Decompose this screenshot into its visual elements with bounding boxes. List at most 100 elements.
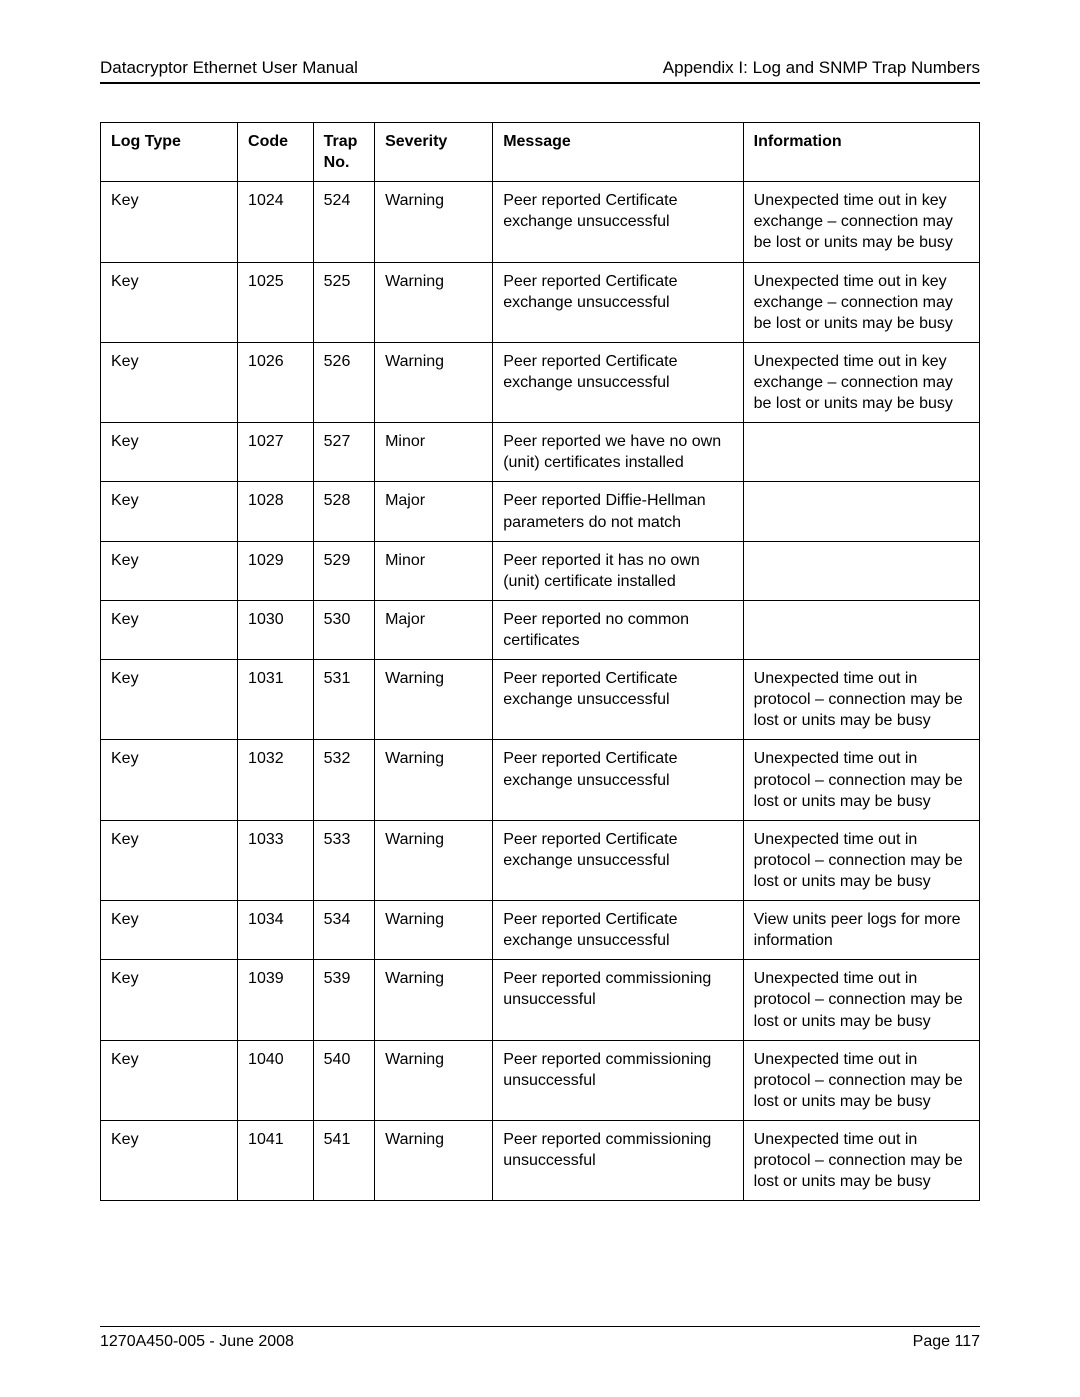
- table-cell: 530: [313, 600, 374, 659]
- table-cell: Peer reported Certificate exchange unsuc…: [493, 342, 743, 422]
- table-cell: Warning: [375, 740, 493, 820]
- table-cell: Peer reported we have no own (unit) cert…: [493, 423, 743, 482]
- table-cell: Key: [101, 600, 238, 659]
- table-row: Key1024524WarningPeer reported Certifica…: [101, 182, 980, 262]
- table-row: Key1033533WarningPeer reported Certifica…: [101, 820, 980, 900]
- table-cell: Key: [101, 1120, 238, 1200]
- table-header-row: Log Type Code Trap No. Severity Message …: [101, 123, 980, 182]
- table-cell: 526: [313, 342, 374, 422]
- table-cell: 1026: [238, 342, 314, 422]
- table-cell: [743, 423, 979, 482]
- table-cell: Peer reported Certificate exchange unsuc…: [493, 820, 743, 900]
- table-cell: Warning: [375, 342, 493, 422]
- col-code: Code: [238, 123, 314, 182]
- table-cell: 541: [313, 1120, 374, 1200]
- table-cell: 1025: [238, 262, 314, 342]
- table-cell: Key: [101, 182, 238, 262]
- table-cell: Unexpected time out in key exchange – co…: [743, 262, 979, 342]
- table-cell: 1041: [238, 1120, 314, 1200]
- table-cell: Peer reported commissioning unsuccessful: [493, 1040, 743, 1120]
- table-cell: Major: [375, 600, 493, 659]
- table-row: Key1034534WarningPeer reported Certifica…: [101, 901, 980, 960]
- table-cell: 534: [313, 901, 374, 960]
- table-cell: Minor: [375, 541, 493, 600]
- table-cell: 528: [313, 482, 374, 541]
- table-cell: Warning: [375, 820, 493, 900]
- col-message: Message: [493, 123, 743, 182]
- table-cell: Warning: [375, 262, 493, 342]
- table-cell: Peer reported commissioning unsuccessful: [493, 1120, 743, 1200]
- table-cell: 1027: [238, 423, 314, 482]
- table-cell: Unexpected time out in key exchange – co…: [743, 342, 979, 422]
- page-header: Datacryptor Ethernet User Manual Appendi…: [100, 58, 980, 84]
- table-row: Key1032532WarningPeer reported Certifica…: [101, 740, 980, 820]
- table-cell: [743, 541, 979, 600]
- table-cell: 1034: [238, 901, 314, 960]
- table-cell: Key: [101, 740, 238, 820]
- table-cell: Key: [101, 960, 238, 1040]
- table-cell: 524: [313, 182, 374, 262]
- table-cell: Peer reported it has no own (unit) certi…: [493, 541, 743, 600]
- table-cell: Minor: [375, 423, 493, 482]
- table-cell: Major: [375, 482, 493, 541]
- page-footer: 1270A450-005 - June 2008 Page 117: [100, 1326, 980, 1351]
- table-cell: 1024: [238, 182, 314, 262]
- col-logtype: Log Type: [101, 123, 238, 182]
- table-cell: Peer reported Certificate exchange unsuc…: [493, 660, 743, 740]
- table-row: Key1029529MinorPeer reported it has no o…: [101, 541, 980, 600]
- col-severity: Severity: [375, 123, 493, 182]
- table-cell: 1031: [238, 660, 314, 740]
- table-row: Key1026526WarningPeer reported Certifica…: [101, 342, 980, 422]
- table-row: Key1031531WarningPeer reported Certifica…: [101, 660, 980, 740]
- table-cell: Unexpected time out in key exchange – co…: [743, 182, 979, 262]
- table-cell: Warning: [375, 960, 493, 1040]
- table-cell: Unexpected time out in protocol – connec…: [743, 820, 979, 900]
- table-cell: Warning: [375, 182, 493, 262]
- table-cell: 525: [313, 262, 374, 342]
- table-row: Key1040540WarningPeer reported commissio…: [101, 1040, 980, 1120]
- table-cell: 1030: [238, 600, 314, 659]
- table-cell: Unexpected time out in protocol – connec…: [743, 960, 979, 1040]
- table-cell: Key: [101, 820, 238, 900]
- table-cell: 1032: [238, 740, 314, 820]
- table-cell: 533: [313, 820, 374, 900]
- table-cell: 1028: [238, 482, 314, 541]
- table-cell: View units peer logs for more informatio…: [743, 901, 979, 960]
- table-cell: Peer reported Certificate exchange unsuc…: [493, 901, 743, 960]
- table-cell: Key: [101, 262, 238, 342]
- header-left: Datacryptor Ethernet User Manual: [100, 58, 358, 78]
- table-cell: Warning: [375, 1040, 493, 1120]
- table-cell: Peer reported Certificate exchange unsuc…: [493, 262, 743, 342]
- table-cell: Key: [101, 1040, 238, 1120]
- table-row: Key1030530MajorPeer reported no common c…: [101, 600, 980, 659]
- table-cell: Key: [101, 541, 238, 600]
- table-cell: Peer reported no common certificates: [493, 600, 743, 659]
- table-row: Key1039539WarningPeer reported commissio…: [101, 960, 980, 1040]
- footer-right: Page 117: [913, 1333, 980, 1351]
- table-row: Key1041541WarningPeer reported commissio…: [101, 1120, 980, 1200]
- table-cell: [743, 482, 979, 541]
- col-info: Information: [743, 123, 979, 182]
- page: Datacryptor Ethernet User Manual Appendi…: [0, 0, 1080, 1397]
- table-cell: 1040: [238, 1040, 314, 1120]
- table-row: Key1028528MajorPeer reported Diffie-Hell…: [101, 482, 980, 541]
- table-cell: Peer reported Certificate exchange unsuc…: [493, 182, 743, 262]
- table-cell: 1039: [238, 960, 314, 1040]
- table-row: Key1025525WarningPeer reported Certifica…: [101, 262, 980, 342]
- table-cell: Warning: [375, 660, 493, 740]
- table-cell: Key: [101, 482, 238, 541]
- table-cell: Key: [101, 901, 238, 960]
- table-cell: Unexpected time out in protocol – connec…: [743, 1120, 979, 1200]
- table-body: Key1024524WarningPeer reported Certifica…: [101, 182, 980, 1201]
- footer-left: 1270A450-005 - June 2008: [100, 1333, 294, 1351]
- table-cell: 531: [313, 660, 374, 740]
- table-cell: Key: [101, 660, 238, 740]
- table-cell: 1029: [238, 541, 314, 600]
- table-cell: Peer reported commissioning unsuccessful: [493, 960, 743, 1040]
- table-cell: Unexpected time out in protocol – connec…: [743, 660, 979, 740]
- table-cell: Warning: [375, 901, 493, 960]
- table-cell: 539: [313, 960, 374, 1040]
- table-cell: 540: [313, 1040, 374, 1120]
- table-row: Key1027527MinorPeer reported we have no …: [101, 423, 980, 482]
- table-cell: Warning: [375, 1120, 493, 1200]
